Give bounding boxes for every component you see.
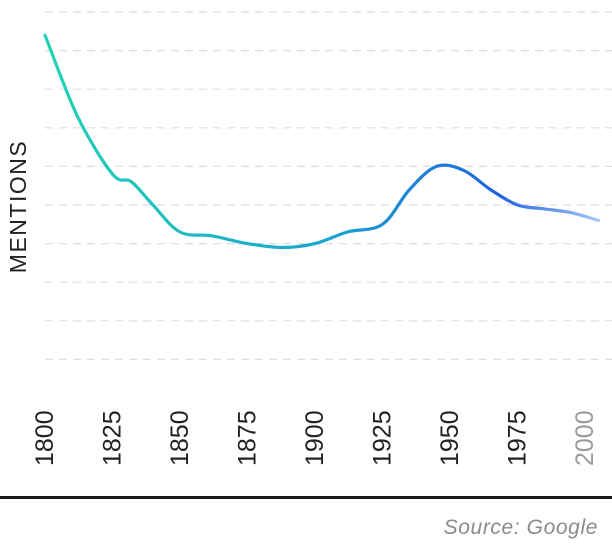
y-axis-label-text: MENTIONS [5, 139, 32, 273]
x-tick-label: 1875 [234, 410, 262, 466]
gridlines [45, 11, 612, 360]
y-axis-label: MENTIONS [2, 126, 36, 286]
x-tick-label: 1975 [504, 410, 532, 466]
series-line [43, 33, 601, 250]
x-tick-label: 2000 [571, 410, 599, 466]
x-tick-label: 1850 [166, 410, 194, 466]
x-tick-label: 1800 [31, 410, 59, 466]
footer-divider [0, 496, 612, 499]
x-tick-label: 1950 [436, 410, 464, 466]
x-tick-labels: 1800 1825 1850 1875 1900 1925 1950 1975 2000 [31, 410, 599, 466]
x-tick-label: 1900 [301, 410, 329, 466]
source-note: Source: Google [443, 516, 598, 539]
x-tick-label: 1925 [369, 410, 397, 466]
x-tick-label: 1825 [99, 410, 127, 466]
series-line-path [43, 33, 601, 250]
